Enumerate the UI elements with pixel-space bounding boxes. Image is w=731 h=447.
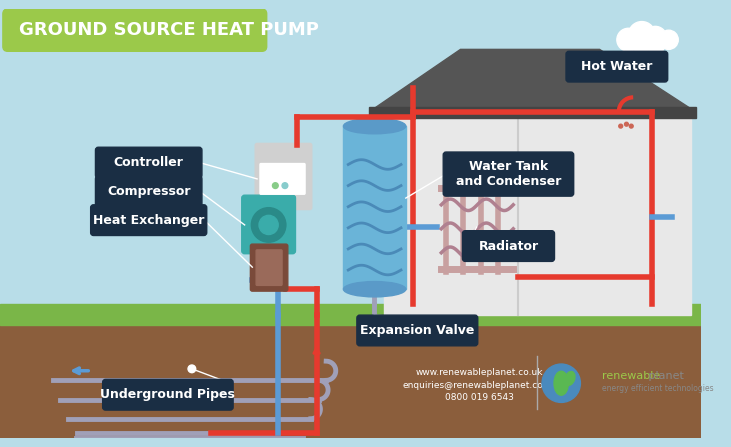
Text: GROUND SOURCE HEAT PUMP: GROUND SOURCE HEAT PUMP [19, 21, 319, 39]
Circle shape [188, 365, 196, 373]
Text: renewable: renewable [602, 371, 660, 380]
Circle shape [251, 208, 286, 242]
Bar [0, 313, 701, 438]
Ellipse shape [565, 371, 575, 385]
Bar [344, 126, 406, 289]
Bar [384, 109, 691, 315]
Circle shape [618, 124, 623, 128]
Circle shape [659, 30, 678, 49]
FancyBboxPatch shape [443, 152, 574, 196]
Text: Radiator: Radiator [478, 240, 539, 253]
Circle shape [617, 28, 640, 51]
FancyBboxPatch shape [256, 250, 282, 285]
Polygon shape [369, 49, 695, 112]
Bar [0, 304, 701, 325]
Text: energy efficient technologies: energy efficient technologies [602, 384, 713, 392]
FancyBboxPatch shape [102, 380, 233, 410]
FancyBboxPatch shape [463, 231, 555, 261]
Bar [369, 107, 695, 118]
Text: Water Tank
and Condenser: Water Tank and Condenser [455, 160, 561, 188]
FancyBboxPatch shape [3, 9, 267, 51]
Ellipse shape [554, 371, 569, 395]
Text: Controller: Controller [114, 156, 183, 169]
Circle shape [629, 21, 655, 48]
Circle shape [259, 215, 279, 235]
Text: enquiries@renewableplanet.co.uk: enquiries@renewableplanet.co.uk [403, 381, 557, 390]
Circle shape [632, 35, 651, 54]
Ellipse shape [344, 118, 406, 134]
Circle shape [542, 364, 580, 402]
FancyBboxPatch shape [91, 205, 207, 236]
FancyBboxPatch shape [566, 51, 667, 82]
Text: Hot Water: Hot Water [581, 60, 653, 73]
FancyBboxPatch shape [96, 147, 202, 178]
Circle shape [273, 183, 279, 189]
Text: Underground Pipes: Underground Pipes [100, 388, 235, 401]
FancyBboxPatch shape [260, 164, 305, 194]
FancyBboxPatch shape [255, 143, 312, 210]
FancyBboxPatch shape [357, 315, 478, 346]
Text: 0800 019 6543: 0800 019 6543 [445, 393, 514, 402]
FancyBboxPatch shape [242, 195, 295, 254]
Text: www.renewableplanet.co.uk: www.renewableplanet.co.uk [416, 368, 543, 377]
Text: Compressor: Compressor [107, 185, 191, 198]
FancyBboxPatch shape [251, 244, 288, 291]
Circle shape [624, 122, 629, 126]
Text: Expansion Valve: Expansion Valve [360, 324, 474, 337]
Circle shape [282, 183, 288, 189]
Text: planet: planet [645, 371, 683, 380]
Ellipse shape [344, 282, 406, 297]
Text: Heat Exchanger: Heat Exchanger [93, 214, 205, 227]
Circle shape [645, 35, 664, 54]
Circle shape [644, 26, 667, 49]
Circle shape [629, 124, 633, 128]
FancyBboxPatch shape [96, 176, 202, 207]
